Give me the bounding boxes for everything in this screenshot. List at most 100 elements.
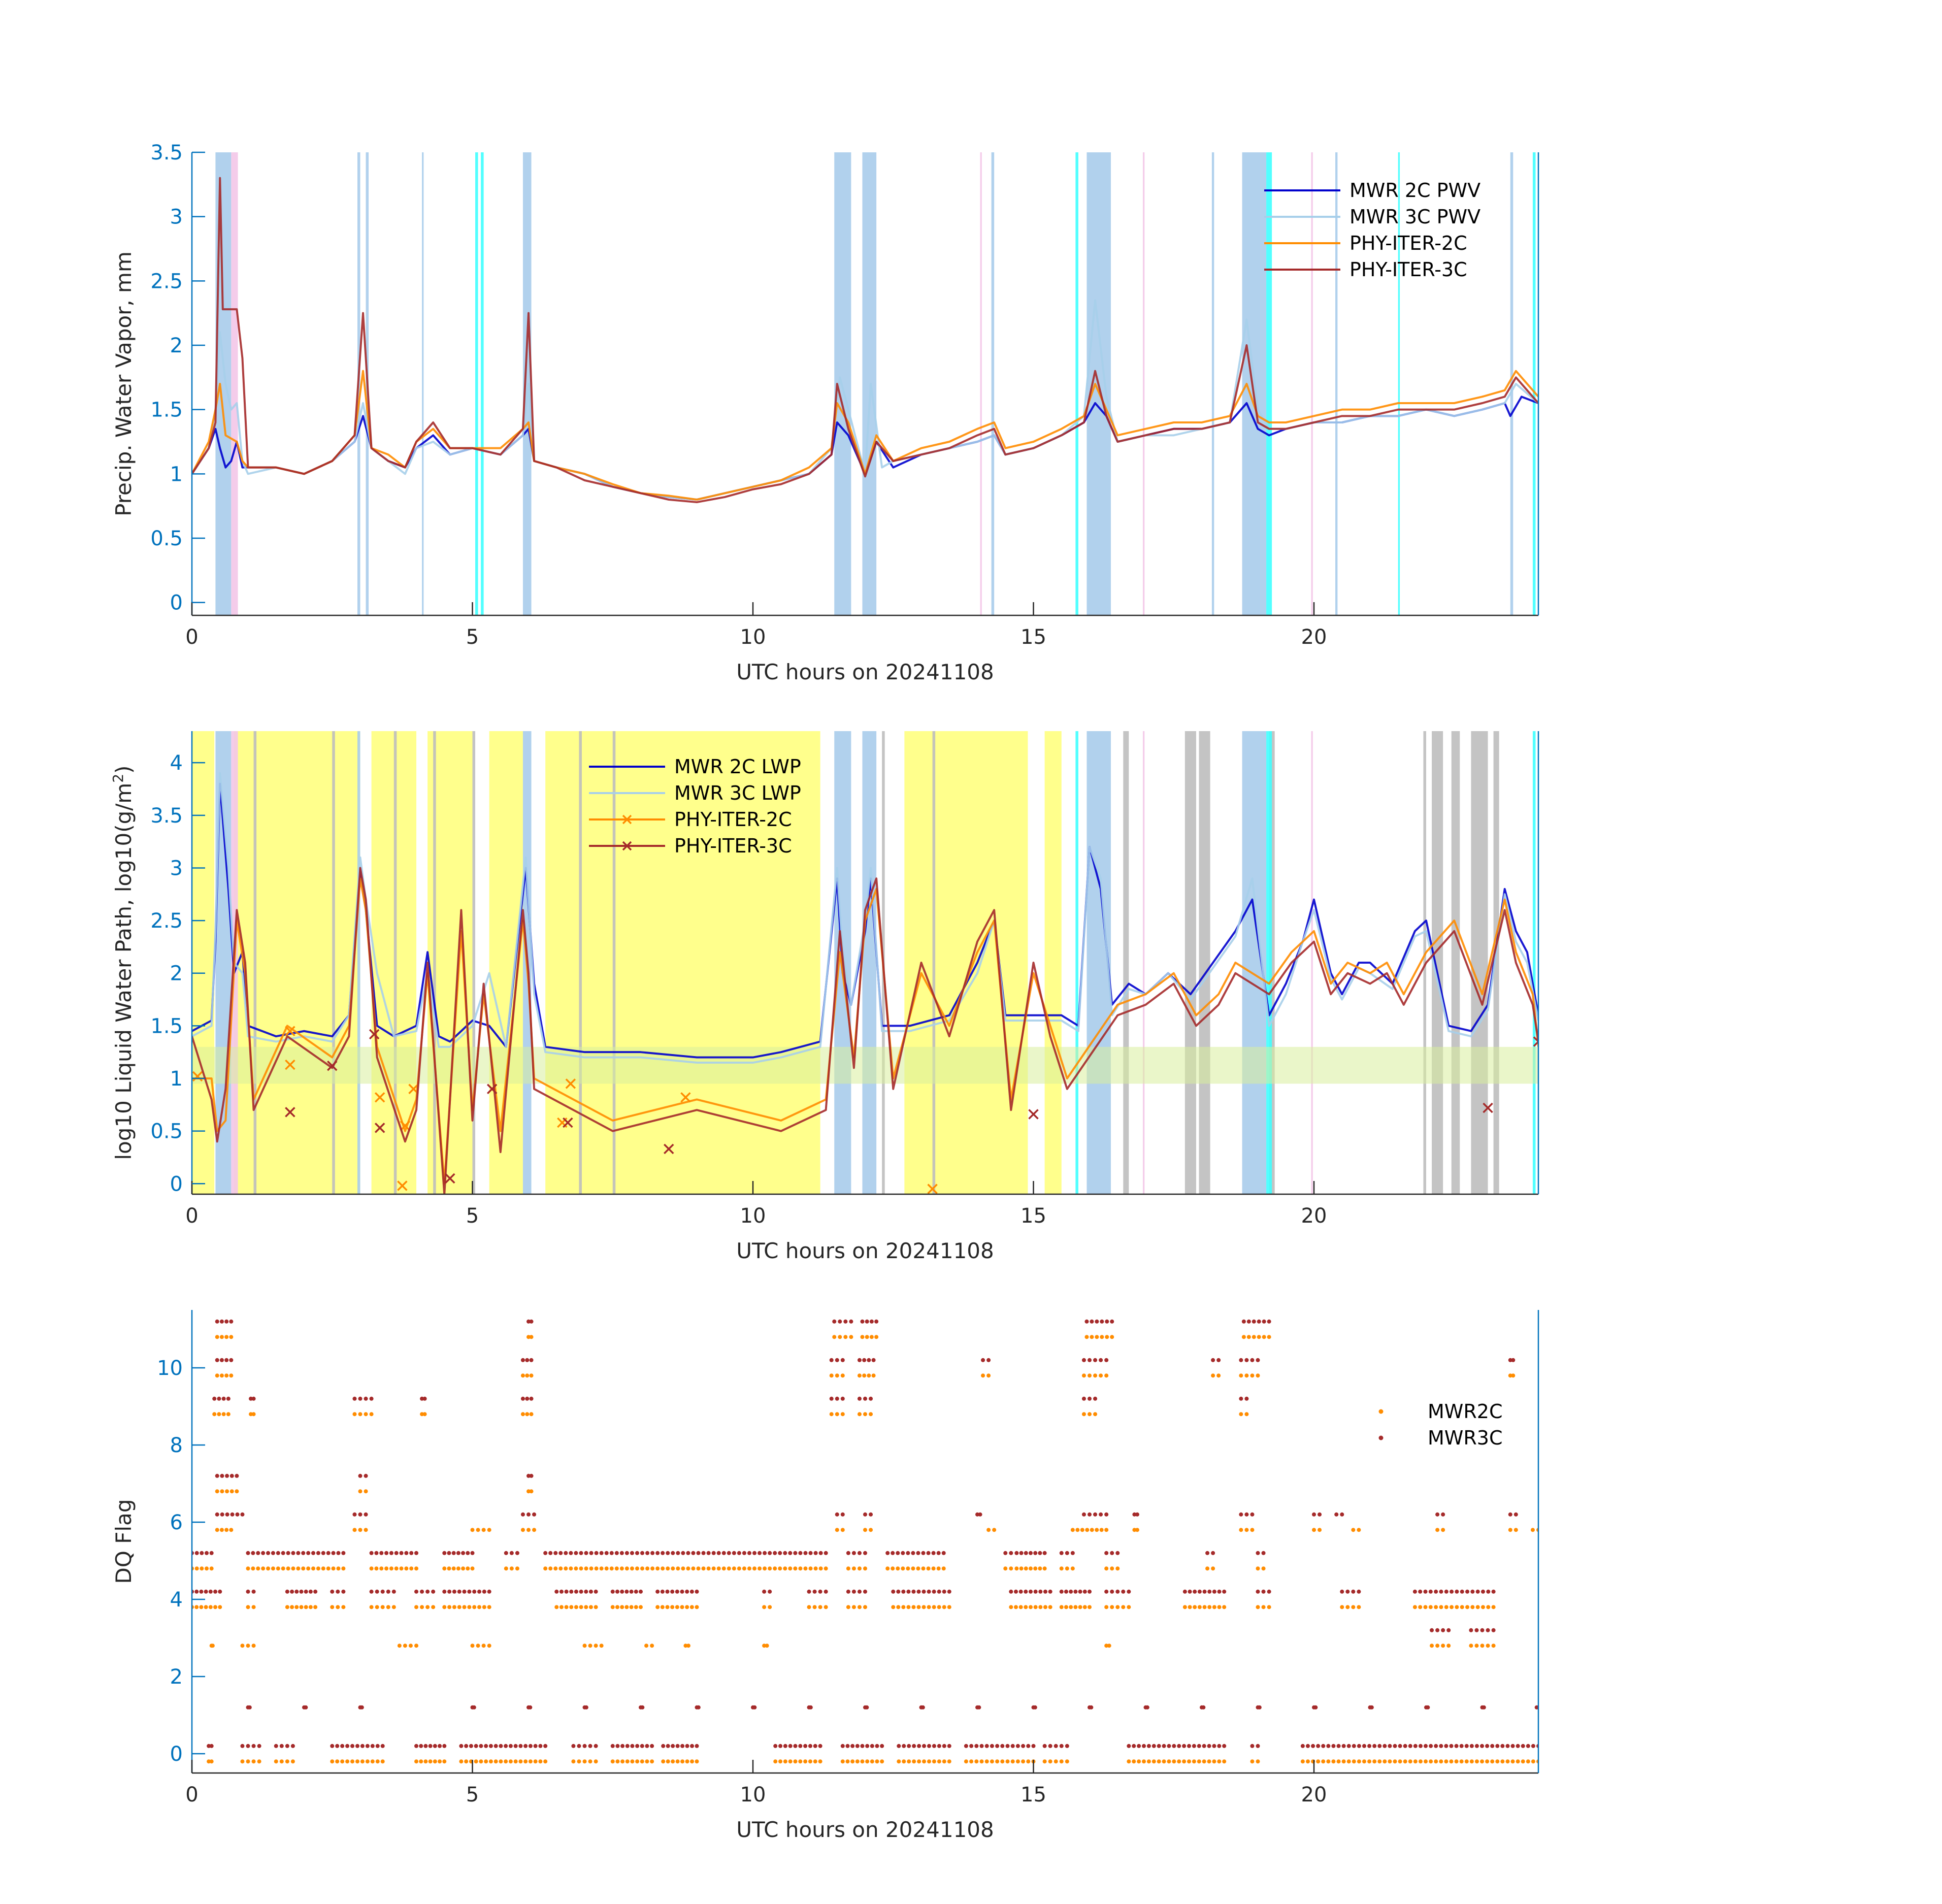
dq-flag-point-mwr2c	[835, 1412, 839, 1417]
dq-flag-point-mwr2c	[1070, 1566, 1075, 1571]
dq-flag-point-mwr3c	[256, 1551, 260, 1555]
dq-flag-point-mwr2c	[1465, 1605, 1470, 1610]
dq-flag-point-mwr2c	[701, 1566, 706, 1571]
dq-flag-point-mwr2c	[1341, 1759, 1346, 1764]
dq-flag-point-mwr3c	[584, 1551, 588, 1555]
lwp-flag-band	[1199, 731, 1210, 1194]
dq-flag-point-mwr3c	[420, 1396, 424, 1401]
dq-flag-point-mwr3c	[1142, 1744, 1146, 1748]
dq-flag-point-mwr3c	[352, 1512, 357, 1517]
dq-flag-point-mwr3c	[897, 1744, 901, 1748]
dq-flag-point-mwr3c	[891, 1589, 896, 1594]
dq-flag-point-mwr2c	[964, 1759, 968, 1764]
dq-flag-point-mwr2c	[414, 1644, 418, 1648]
dq-flag-point-mwr3c	[200, 1551, 204, 1555]
dq-flag-point-mwr3c	[1429, 1744, 1433, 1748]
dq-flag-point-mwr2c	[386, 1605, 390, 1610]
dq-flag-point-mwr3c	[1480, 1628, 1485, 1632]
dq-flag-point-mwr2c	[1305, 1759, 1310, 1764]
dq-flag-point-mwr2c	[499, 1759, 503, 1764]
dq-flag-point-mwr3c	[1261, 1551, 1266, 1555]
dq-flag-point-mwr2c	[464, 1759, 469, 1764]
dq-flag-legend-marker	[1378, 1409, 1384, 1414]
dq-flag-point-mwr3c	[1434, 1744, 1438, 1748]
lwp-y-tick-label: 0.5	[150, 1120, 183, 1143]
dq-flag-point-mwr3c	[1340, 1589, 1344, 1594]
dq-flag-point-mwr2c	[1318, 1528, 1322, 1532]
dq-flag-point-mwr3c	[493, 1744, 498, 1748]
dq-flag-point-mwr3c	[803, 1744, 808, 1748]
dq-flag-point-mwr3c	[533, 1744, 538, 1748]
dq-flag-point-mwr2c	[1073, 1605, 1078, 1610]
dq-flag-point-mwr3c	[640, 1551, 645, 1555]
dq-flag-point-mwr2c	[476, 1528, 480, 1532]
dq-flag-point-mwr2c	[610, 1605, 615, 1610]
dq-flag-point-mwr2c	[1449, 1759, 1454, 1764]
dq-flag-point-mwr3c	[675, 1744, 680, 1748]
dq-flag-point-mwr3c	[829, 1358, 834, 1362]
dq-flag-point-mwr3c	[1205, 1551, 1210, 1555]
dq-flag-point-mwr2c	[1413, 1759, 1418, 1764]
dq-flag-point-mwr2c	[1246, 1335, 1251, 1339]
dq-flag-point-mwr3c	[365, 1744, 370, 1748]
dq-flag-point-mwr2c	[835, 1373, 839, 1378]
dq-flag-point-mwr3c	[634, 1589, 638, 1594]
dq-flag-point-mwr3c	[911, 1551, 915, 1555]
dq-flag-point-mwr3c	[1089, 1705, 1094, 1710]
dq-flag-point-mwr2c	[639, 1605, 643, 1610]
dq-flag-point-mwr3c	[610, 1744, 615, 1748]
dq-flag-point-mwr2c	[1357, 1605, 1361, 1610]
dq-flag-point-mwr2c	[548, 1566, 553, 1571]
dq-flag-point-mwr3c	[364, 1473, 368, 1478]
dq-flag-point-mwr3c	[442, 1744, 447, 1748]
dq-flag-point-mwr2c	[1054, 1759, 1058, 1764]
dq-flag-point-mwr3c	[543, 1744, 548, 1748]
dq-flag-point-mwr3c	[1211, 1551, 1215, 1555]
dq-flag-point-mwr2c	[625, 1759, 630, 1764]
dq-flag-point-mwr3c	[977, 1705, 981, 1710]
dq-flag-point-mwr3c	[1082, 1589, 1087, 1594]
dq-flag-point-mwr2c	[1207, 1759, 1211, 1764]
dq-flag-point-mwr2c	[1014, 1566, 1019, 1571]
dq-flag-point-mwr3c	[832, 1319, 837, 1324]
lwp-y-tick-label: 3	[170, 857, 183, 880]
dq-flag-point-mwr2c	[947, 1759, 951, 1764]
dq-flag-point-mwr2c	[1093, 1412, 1098, 1417]
dq-flag-point-mwr3c	[1212, 1589, 1216, 1594]
lwp-marker-phy-iter-3c	[445, 1173, 455, 1184]
dq-flag-point-mwr2c	[1088, 1605, 1092, 1610]
dq-flag-point-mwr3c	[482, 1589, 486, 1594]
dq-flag-point-mwr2c	[778, 1759, 783, 1764]
dq-flag-point-mwr3c	[695, 1744, 699, 1748]
dq-flag-point-mwr3c	[1110, 1319, 1114, 1324]
dq-flag-point-mwr2c	[863, 1528, 867, 1532]
dq-flag-point-mwr2c	[768, 1566, 772, 1571]
dq-flag-point-mwr2c	[1357, 1528, 1361, 1532]
dq-flag-point-mwr3c	[1516, 1744, 1520, 1748]
pwv-axes: 0 5 10 15 20 0 0.5 1 1.5 2 2.5 3 3.5	[150, 141, 1539, 649]
dq-flag-point-mwr3c	[525, 1396, 530, 1401]
dq-flag-point-mwr3c	[630, 1744, 635, 1748]
dq-flag-point-mwr2c	[1441, 1528, 1445, 1532]
dq-flag-point-mwr2c	[742, 1566, 746, 1571]
lwp-legend-label: PHY-ITER-3C	[674, 835, 792, 857]
dq-flag-point-mwr3c	[1250, 1358, 1255, 1362]
dq-flag-point-mwr3c	[220, 1512, 224, 1517]
dq-flag-point-mwr3c	[865, 1319, 869, 1324]
dq-flag-point-mwr2c	[615, 1605, 619, 1610]
lwp-legend-marker	[622, 841, 632, 851]
dq-flag-point-mwr2c	[1491, 1605, 1496, 1610]
dq-flag-point-mwr2c	[874, 1335, 879, 1339]
dq-flag-point-mwr3c	[433, 1744, 437, 1748]
dq-flag-point-mwr3c	[609, 1551, 614, 1555]
dq-flag-point-mwr3c	[577, 1744, 581, 1748]
dq-flag-point-mwr3c	[807, 1589, 811, 1594]
dq-flag-point-mwr2c	[229, 1373, 234, 1378]
dq-flag-point-mwr3c	[1362, 1744, 1366, 1748]
dq-flag-point-mwr3c	[251, 1744, 256, 1748]
dq-flag-point-mwr3c	[304, 1705, 308, 1710]
dq-flag-point-mwr2c	[778, 1566, 782, 1571]
dq-flag-point-mwr2c	[219, 1335, 224, 1339]
dq-flag-point-mwr3c	[1093, 1512, 1098, 1517]
dq-flag-point-mwr2c	[391, 1605, 396, 1610]
